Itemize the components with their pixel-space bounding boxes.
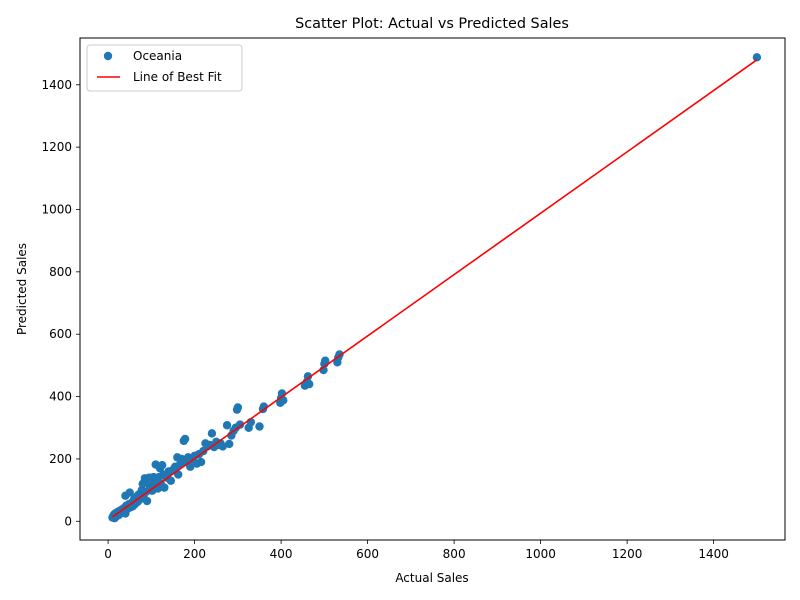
y-tick-label: 600: [49, 327, 72, 341]
scatter-point: [186, 462, 195, 471]
y-axis-label: Predicted Sales: [15, 243, 29, 335]
legend-label-best-fit: Line of Best Fit: [133, 70, 222, 84]
chart-title: Scatter Plot: Actual vs Predicted Sales: [295, 16, 569, 32]
x-tick-label: 1200: [612, 547, 643, 561]
scatter-point: [160, 483, 169, 492]
legend-box: [86, 44, 243, 92]
y-tick-label: 400: [49, 390, 72, 404]
scatter-point: [157, 460, 167, 470]
scatter-point: [196, 457, 206, 467]
axis-ticks: 0 200 400 600 800 1000 1200 1400 0 200 400 600 800 10…: [41, 78, 728, 561]
x-tick-label: 600: [356, 547, 379, 561]
scatter-point: [255, 422, 264, 431]
scatter-point: [166, 476, 176, 485]
scatter-point: [233, 403, 243, 412]
x-tick-label: 400: [270, 547, 293, 561]
x-axis-label: Actual Sales: [395, 571, 468, 585]
y-tick-label: 1400: [41, 78, 72, 92]
best-fit-line: [111, 59, 758, 518]
scatter-point: [305, 379, 314, 389]
axes-frame: [79, 37, 786, 541]
scatter-point: [142, 496, 152, 506]
scatter-point: [235, 420, 245, 429]
y-tick-label: 1200: [41, 140, 72, 154]
scatter-point: [207, 429, 217, 438]
x-tick-label: 0: [104, 547, 112, 561]
plot-area: [108, 53, 762, 523]
y-tick-label: 0: [64, 514, 72, 528]
legend-marker-oceania: [103, 51, 113, 61]
legend-label-oceania: Oceania: [133, 49, 182, 63]
scatter-point: [218, 442, 227, 451]
scatter-point: [752, 53, 762, 62]
y-tick-label: 200: [49, 452, 72, 466]
scatter-point: [321, 356, 330, 365]
y-tick-label: 800: [49, 265, 72, 279]
x-tick-label: 800: [443, 547, 466, 561]
scatter-point: [225, 439, 234, 449]
legend: Oceania Line of Best Fit: [86, 44, 243, 92]
y-tick-label: 1000: [41, 202, 72, 216]
scatter-point: [222, 421, 232, 430]
x-tick-label: 1400: [698, 547, 729, 561]
scatter-point: [180, 434, 190, 444]
x-tick-label: 1000: [525, 547, 556, 561]
scatter-point: [303, 372, 313, 381]
scatter-point: [125, 488, 134, 497]
x-tick-label: 200: [183, 547, 206, 561]
